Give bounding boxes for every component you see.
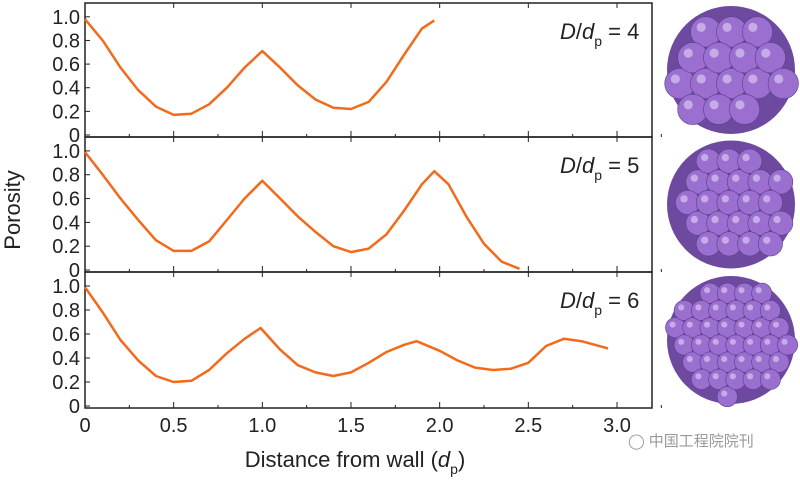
y-tick-label: 0.4 bbox=[52, 348, 80, 370]
y-axis-label: Porosity bbox=[0, 170, 25, 249]
x-tick-label: 2.5 bbox=[514, 415, 542, 437]
x-tick-label: 1.5 bbox=[337, 415, 365, 437]
y-tick-label: 0.8 bbox=[52, 165, 80, 187]
y-tick-label: 0.4 bbox=[52, 212, 80, 234]
panel-label: D/dp = 5 bbox=[560, 153, 639, 183]
y-tick-label: 0.2 bbox=[52, 101, 80, 123]
y-tick-label: 0.6 bbox=[52, 324, 80, 346]
x-tick-label: 0 bbox=[79, 415, 90, 437]
y-tick-label: 0.2 bbox=[52, 372, 80, 394]
y-tick-label: 0 bbox=[69, 260, 80, 282]
panel-label: D/dp = 6 bbox=[560, 288, 639, 318]
y-tick-label: 0.6 bbox=[52, 189, 80, 211]
y-tick-label: 0 bbox=[69, 125, 80, 147]
sphere bbox=[777, 334, 799, 356]
sphere bbox=[767, 68, 799, 100]
sphere bbox=[759, 368, 781, 390]
wechat-icon: ◯ bbox=[628, 432, 645, 450]
x-tick-label: 0.5 bbox=[160, 415, 188, 437]
y-tick-label: 0.8 bbox=[52, 300, 80, 322]
y-tick-label: 1.0 bbox=[52, 141, 80, 163]
y-tick-label: 0.4 bbox=[52, 78, 80, 100]
x-tick-label: 1.0 bbox=[248, 415, 276, 437]
watermark: ◯ 中国工程院院刊 bbox=[628, 430, 754, 451]
packing-image-2 bbox=[667, 140, 795, 269]
watermark-text: 中国工程院院刊 bbox=[648, 433, 754, 450]
panel-1: 00.20.40.60.81.0 D/dp = 4 bbox=[52, 2, 662, 147]
y-tick-label: 0.8 bbox=[52, 30, 80, 52]
porosity-line-2 bbox=[84, 151, 520, 270]
y-tick-label: 1.0 bbox=[52, 276, 80, 298]
x-axis-label: Distance from wall (dp) bbox=[245, 447, 466, 477]
porosity-line-3 bbox=[83, 286, 609, 384]
x-tick-label: 2.0 bbox=[426, 415, 454, 437]
packing-image-3 bbox=[665, 276, 799, 408]
panel-label: D/dp = 4 bbox=[560, 19, 639, 49]
panel-2: 00.20.40.60.81.0 D/dp = 5 bbox=[52, 136, 662, 282]
y-tick-label: 0 bbox=[69, 396, 80, 418]
panel-3: 00.20.40.60.81.0 D/dp = 6 bbox=[52, 271, 662, 418]
panel-frame bbox=[84, 271, 653, 409]
x-tick-label: 3.0 bbox=[603, 415, 631, 437]
y-tick-label: 0.2 bbox=[52, 236, 80, 258]
packing-image-1 bbox=[664, 6, 799, 134]
sphere bbox=[757, 231, 783, 257]
sphere bbox=[729, 93, 761, 125]
porosity-line-1 bbox=[84, 18, 435, 117]
y-tick-label: 1.0 bbox=[52, 7, 80, 29]
y-tick-label: 0.6 bbox=[52, 54, 80, 76]
